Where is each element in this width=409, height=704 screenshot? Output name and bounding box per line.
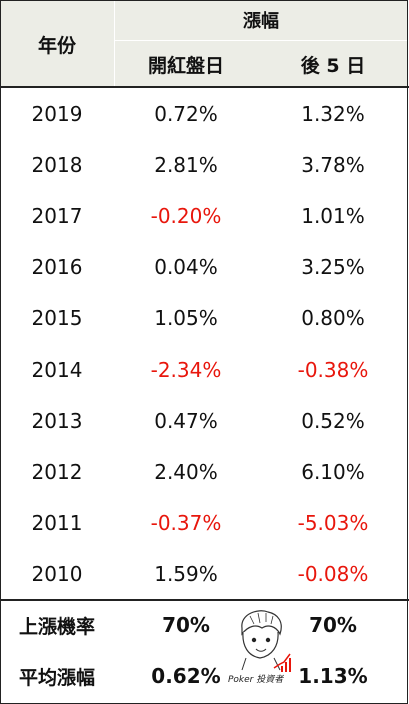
open-day-return-cell: 2.81%	[154, 152, 218, 177]
table-row: 2015 1.05% 0.80%	[0, 293, 408, 344]
year-cell: 2018	[31, 152, 83, 177]
table-row: 2017 -0.20% 1.01%	[0, 190, 408, 241]
year-cell: 2019	[31, 101, 83, 126]
year-cell: 2015	[31, 306, 83, 331]
after-5-days-return-cell: 1.01%	[301, 203, 365, 228]
after-5-days-return-cell: 3.25%	[301, 255, 365, 280]
table-row: 2010 1.59% -0.08%	[0, 549, 408, 600]
summary-after-value: 70%	[309, 613, 357, 638]
year-cell: 2010	[31, 562, 83, 587]
open-day-return-cell: 0.72%	[154, 101, 218, 126]
after-5-days-return-cell: -0.38%	[297, 357, 369, 382]
summary-label: 上漲機率	[18, 615, 95, 638]
return-group-header: 漲幅	[114, 0, 408, 41]
after-5-days-return-cell: -5.03%	[297, 511, 369, 536]
after-5-days-return-cell: 3.78%	[301, 152, 365, 177]
table-row: 2014 -2.34% -0.38%	[0, 344, 408, 395]
year-cell: 2013	[31, 408, 83, 433]
open-day-return-cell: -2.34%	[150, 357, 222, 382]
year-cell: 2014	[31, 357, 83, 382]
table-header: 年份 漲幅 開紅盤日 後 5 日	[0, 0, 408, 88]
summary-section: 上漲機率 70% 70% 平均漲幅 0.62% 1.13%	[0, 600, 408, 702]
after-5-days-column-header: 後 5 日	[258, 40, 408, 88]
year-cell: 2017	[31, 203, 83, 228]
table-body: 2019 0.72% 1.32% 2018 2.81% 3.78% 2017 -0.20% 1.…	[0, 88, 408, 600]
table-row: 2011 -0.37% -5.03%	[0, 498, 408, 549]
summary-row: 平均漲幅 0.62% 1.13%	[0, 651, 408, 702]
after-5-days-return-cell: 1.32%	[301, 101, 365, 126]
open-day-return-cell: 1.59%	[154, 562, 218, 587]
year-column-header: 年份	[0, 0, 114, 88]
table-row: 2016 0.04% 3.25%	[0, 242, 408, 293]
open-day-return-cell: -0.20%	[150, 203, 222, 228]
open-day-return-cell: 0.04%	[154, 255, 218, 280]
after-5-days-return-cell: 0.80%	[301, 306, 365, 331]
after-5-days-return-cell: 6.10%	[301, 459, 365, 484]
header-divider	[114, 0, 115, 87]
open-day-return-cell: 1.05%	[154, 306, 218, 331]
header-rule	[0, 86, 409, 88]
year-cell: 2016	[31, 255, 83, 280]
summary-open-value: 70%	[162, 613, 210, 638]
after-5-days-return-cell: 0.52%	[301, 408, 365, 433]
summary-label: 平均漲幅	[18, 666, 95, 689]
open-day-return-cell: -0.37%	[150, 511, 222, 536]
open-day-return-cell: 0.47%	[154, 408, 218, 433]
summary-open-value: 0.62%	[151, 664, 221, 689]
summary-row: 上漲機率 70% 70%	[0, 600, 408, 651]
table-row: 2019 0.72% 1.32%	[0, 88, 408, 139]
year-cell: 2012	[31, 459, 83, 484]
after-5-days-return-cell: -0.08%	[297, 562, 369, 587]
table-row: 2018 2.81% 3.78%	[0, 139, 408, 190]
summary-rule	[0, 599, 409, 601]
table-row: 2013 0.47% 0.52%	[0, 395, 408, 446]
year-cell: 2011	[31, 511, 83, 536]
open-day-column-header: 開紅盤日	[114, 40, 258, 88]
open-day-return-cell: 2.40%	[154, 459, 218, 484]
summary-after-value: 1.13%	[298, 664, 368, 689]
table-row: 2012 2.40% 6.10%	[0, 446, 408, 497]
